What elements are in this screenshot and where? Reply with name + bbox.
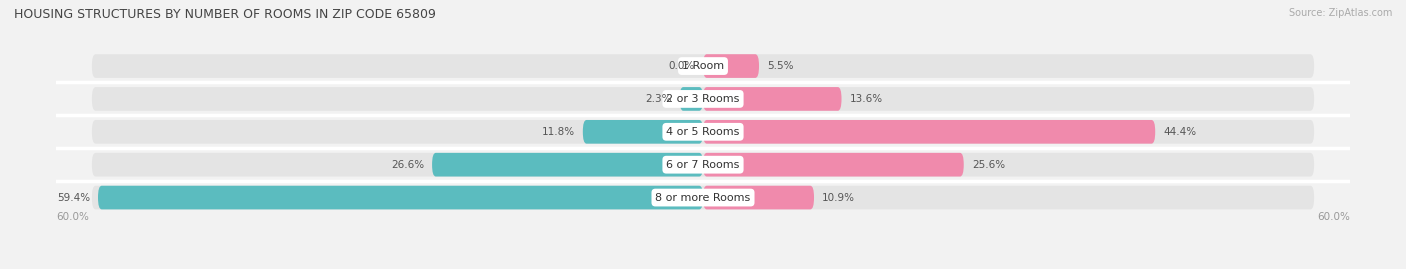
- Text: 6 or 7 Rooms: 6 or 7 Rooms: [666, 160, 740, 170]
- Text: HOUSING STRUCTURES BY NUMBER OF ROOMS IN ZIP CODE 65809: HOUSING STRUCTURES BY NUMBER OF ROOMS IN…: [14, 8, 436, 21]
- FancyBboxPatch shape: [432, 153, 703, 176]
- FancyBboxPatch shape: [703, 186, 814, 209]
- FancyBboxPatch shape: [91, 54, 1315, 78]
- Text: 13.6%: 13.6%: [849, 94, 883, 104]
- Text: 11.8%: 11.8%: [541, 127, 575, 137]
- FancyBboxPatch shape: [91, 87, 1315, 111]
- Text: 2 or 3 Rooms: 2 or 3 Rooms: [666, 94, 740, 104]
- Text: 10.9%: 10.9%: [823, 193, 855, 203]
- Text: 59.4%: 59.4%: [56, 193, 90, 203]
- FancyBboxPatch shape: [91, 120, 1315, 144]
- Text: 26.6%: 26.6%: [391, 160, 425, 170]
- Text: Source: ZipAtlas.com: Source: ZipAtlas.com: [1288, 8, 1392, 18]
- FancyBboxPatch shape: [703, 153, 963, 176]
- FancyBboxPatch shape: [703, 87, 842, 111]
- Text: 25.6%: 25.6%: [972, 160, 1005, 170]
- Text: 5.5%: 5.5%: [768, 61, 793, 71]
- FancyBboxPatch shape: [679, 87, 703, 111]
- FancyBboxPatch shape: [703, 120, 1156, 144]
- Text: 2.3%: 2.3%: [645, 94, 672, 104]
- Text: 8 or more Rooms: 8 or more Rooms: [655, 193, 751, 203]
- FancyBboxPatch shape: [91, 186, 1315, 209]
- Text: 44.4%: 44.4%: [1163, 127, 1197, 137]
- FancyBboxPatch shape: [703, 54, 759, 78]
- Text: 0.0%: 0.0%: [669, 61, 695, 71]
- FancyBboxPatch shape: [98, 186, 703, 209]
- FancyBboxPatch shape: [91, 153, 1315, 176]
- Text: 1 Room: 1 Room: [682, 61, 724, 71]
- Text: 4 or 5 Rooms: 4 or 5 Rooms: [666, 127, 740, 137]
- Text: 60.0%: 60.0%: [56, 212, 89, 222]
- FancyBboxPatch shape: [583, 120, 703, 144]
- Text: 60.0%: 60.0%: [1317, 212, 1350, 222]
